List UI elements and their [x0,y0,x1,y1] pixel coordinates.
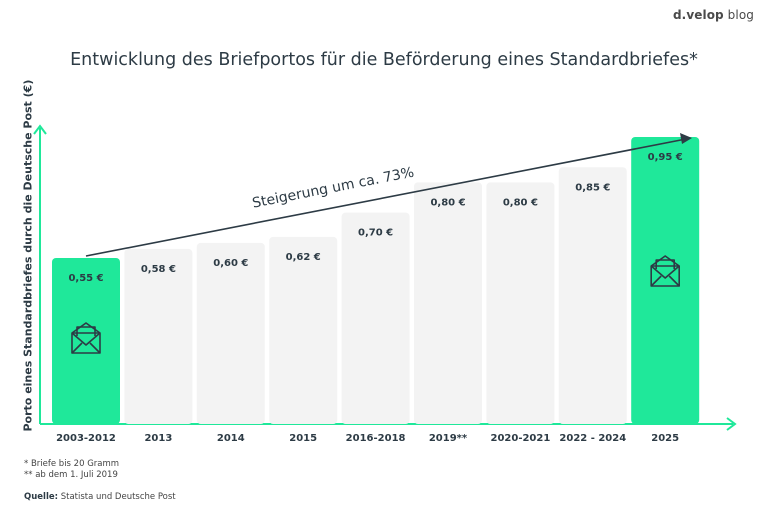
data-label: 0,62 € [286,252,321,263]
x-tick-label: 2016-2018 [346,433,406,444]
brand-logo: d.velop blog [672,8,754,22]
data-label: 0,80 € [503,197,538,208]
x-tick-label: 2022 - 2024 [559,433,626,444]
source-text: Statista und Deutsche Post [58,492,176,502]
data-label: 0,80 € [430,197,465,208]
footnotes: * Briefe bis 20 Gramm ** ab dem 1. Juli … [24,459,119,481]
source-label: Quelle: [24,492,59,502]
x-tick-label: 2020-2021 [490,433,550,444]
x-tick-label: 2003-2012 [56,433,116,444]
data-label: 0,70 € [358,228,393,239]
growth-arrow [85,138,687,257]
bar-2022 - 2024 [558,167,627,424]
data-label: 0,95 € [648,152,683,163]
data-label: 0,85 € [575,182,610,193]
envelope-icon [650,255,681,287]
annotation: Steigerung um ca. 73% [251,165,416,212]
data-label: 0,58 € [141,264,176,275]
x-axis-arrowhead [726,417,737,431]
bar-2003-2012 [52,258,120,424]
source-note: Quelle: Statista und Deutsche Post [24,492,176,502]
footnote-2: ** ab dem 1. Juli 2019 [24,470,118,480]
bar-2013 [124,248,193,424]
x-tick-label: 2013 [144,433,172,444]
bar-2015 [269,236,338,424]
x-tick-label: 2025 [651,433,679,444]
x-tick-label: 2019** [429,433,468,444]
data-label: 0,55 € [68,273,103,284]
bar-2019** [414,182,482,424]
envelope-icon [71,322,101,354]
data-label: 0,60 € [213,258,248,269]
y-axis-arrowhead [33,124,47,135]
bar-2025 [631,137,700,424]
bar-2016-2018 [341,212,410,424]
bar-2020-2021 [486,182,555,424]
growth-arrow-head [680,133,692,144]
footnote-1: * Briefe bis 20 Gramm [24,459,120,469]
bar-2014 [196,242,265,424]
x-tick-label: 2015 [289,433,317,444]
x-tick-label: 2014 [217,433,245,444]
chart-title: Entwicklung des Briefportos für die Befö… [70,50,698,70]
